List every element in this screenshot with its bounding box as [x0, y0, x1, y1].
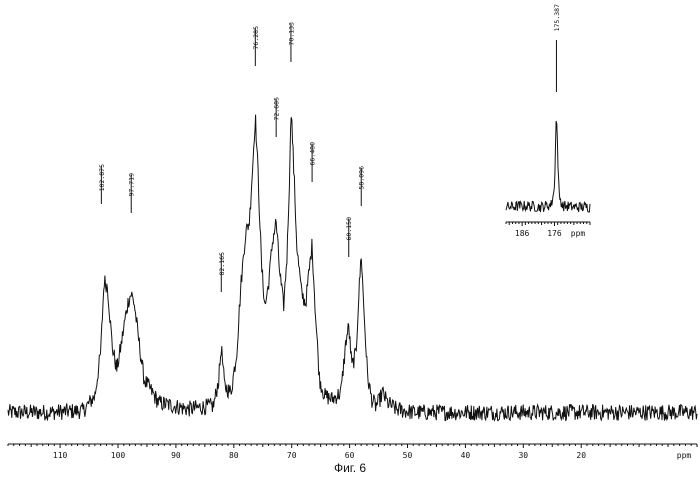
main-spectrum-trace — [8, 115, 697, 421]
main-peak-label: 66.480 — [309, 142, 317, 166]
inset-tick-label: 186 — [515, 229, 530, 238]
main-spectrum-plot: 102.875 97.719 82.165 76.285 72.685 70.133 66.… — [8, 22, 697, 460]
main-peak-label: 97.719 — [128, 173, 136, 197]
main-peak-labels: 102.875 97.719 82.165 76.285 72.685 70.133 66.… — [98, 22, 366, 292]
main-tick-label: 110 — [53, 451, 68, 460]
main-tick-label: 70 — [287, 451, 297, 460]
main-peak-label: 72.685 — [273, 97, 281, 121]
figure-caption: Фиг. 6 — [0, 461, 700, 475]
main-tick-label: 50 — [403, 451, 413, 460]
inset-x-axis-ticks — [506, 222, 590, 226]
main-tick-label: 30 — [518, 451, 528, 460]
main-tick-label: 80 — [229, 451, 239, 460]
inset-spectrum-trace — [506, 121, 590, 212]
inset-x-tick-labels: 186 176 — [515, 229, 562, 238]
inset-peak-label: 175.387 — [553, 4, 561, 31]
main-x-tick-labels: 110 100 90 80 70 60 50 40 30 20 — [53, 451, 586, 460]
main-peak-label: 102.875 — [98, 164, 106, 191]
main-peak-label: 76.285 — [252, 26, 260, 50]
inset-tick-label: 176 — [547, 229, 562, 238]
inset-spectrum-plot: 175.387 186 176 ppm — [506, 4, 590, 238]
main-tick-label: 20 — [576, 451, 586, 460]
inset-x-axis-label: ppm — [571, 229, 586, 238]
inset-peak-labels: 175.387 — [553, 4, 561, 92]
main-tick-label: 40 — [461, 451, 471, 460]
main-peak-label: 70.133 — [287, 22, 295, 46]
main-x-axis-label: ppm — [677, 451, 692, 460]
main-peak-label: 82.165 — [218, 252, 226, 276]
main-tick-label: 100 — [111, 451, 126, 460]
main-peak-label: 60.150 — [345, 217, 353, 241]
main-peak-label: 58.096 — [358, 166, 366, 190]
main-tick-label: 60 — [345, 451, 355, 460]
main-x-axis-ticks — [8, 444, 697, 448]
main-tick-label: 90 — [171, 451, 181, 460]
